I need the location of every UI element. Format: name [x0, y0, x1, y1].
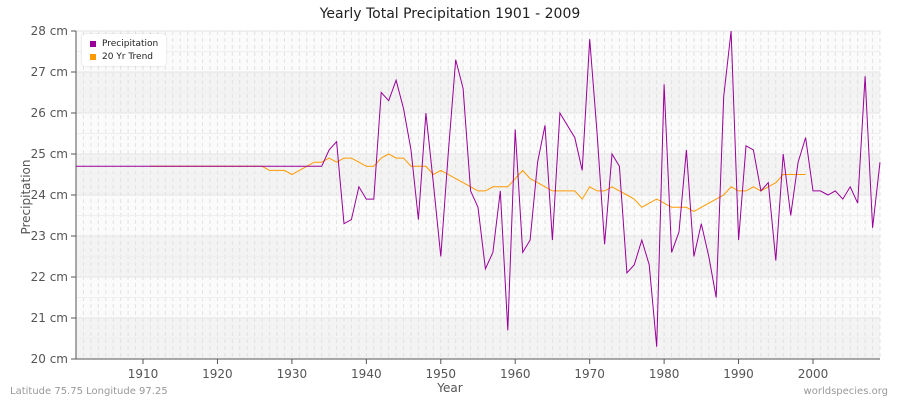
y-tick-label: 22 cm: [31, 270, 68, 284]
x-tick-label: 1910: [128, 367, 159, 381]
x-tick-label: 1960: [500, 367, 531, 381]
location-caption: Latitude 75.75 Longitude 97.25: [10, 386, 168, 397]
legend-item-trend: 20 Yr Trend: [90, 50, 158, 63]
x-tick-label: 1970: [574, 367, 605, 381]
x-tick-label: 1940: [351, 367, 382, 381]
x-tick-label: 1950: [426, 367, 457, 381]
x-tick-label: 1990: [723, 367, 754, 381]
y-tick-label: 25 cm: [31, 147, 68, 161]
x-tick-label: 2000: [798, 367, 829, 381]
legend-item-precipitation: Precipitation: [90, 37, 158, 50]
source-caption: worldspecies.org: [803, 386, 888, 397]
chart-title: Yearly Total Precipitation 1901 - 2009: [319, 6, 581, 22]
y-axis-label: Precipitation: [19, 159, 33, 235]
precipitation-swatch-icon: [90, 40, 96, 47]
y-tick-label: 28 cm: [31, 24, 68, 38]
y-tick-label: 20 cm: [31, 352, 68, 366]
x-tick-label: 1980: [649, 367, 680, 381]
gridlines: [75, 30, 881, 360]
legend-label: 20 Yr Trend: [102, 51, 154, 62]
x-tick-labels: 1910 1920 1930 1940 1950 1960 1970 1980 1990 2000: [128, 367, 829, 381]
x-tick-label: 1920: [202, 367, 233, 381]
y-tick-label: 24 cm: [31, 188, 68, 202]
trend-swatch-icon: [90, 53, 96, 60]
y-tick-label: 23 cm: [31, 229, 68, 243]
y-tick-labels: 20 cm 21 cm 22 cm 23 cm 24 cm 25 cm 26 cm 27 cm…: [31, 24, 68, 366]
y-tick-label: 27 cm: [31, 65, 68, 79]
y-tick-label: 26 cm: [31, 106, 68, 120]
axes: [71, 30, 880, 364]
y-tick-label: 21 cm: [31, 311, 68, 325]
precipitation-line: [76, 30, 881, 347]
x-axis-label: Year: [437, 381, 463, 395]
x-tick-label: 1930: [277, 367, 308, 381]
legend: Precipitation 20 Yr Trend: [82, 34, 167, 66]
legend-label: Precipitation: [102, 38, 159, 49]
